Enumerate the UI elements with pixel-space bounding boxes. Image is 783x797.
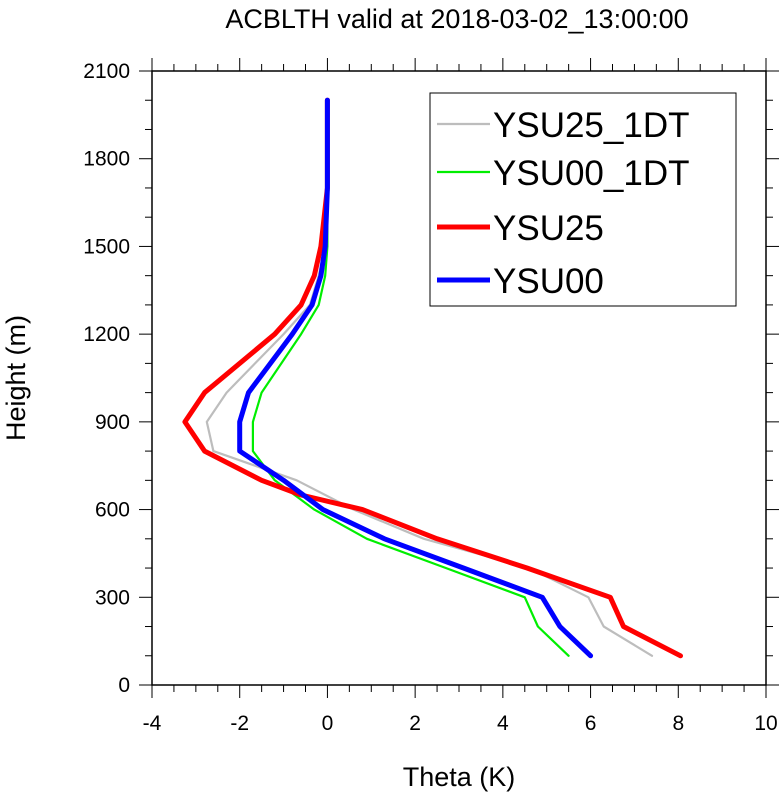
y-tick-label: 1800 — [83, 148, 130, 171]
y-tick-label: 1500 — [83, 235, 130, 258]
x-tick-label: 4 — [497, 712, 509, 735]
x-tick-label: 10 — [754, 712, 777, 735]
x-tick-label: -4 — [143, 712, 162, 735]
y-tick-label: 600 — [95, 499, 130, 522]
series-line-ysu00 — [237, 97, 594, 659]
y-tick-label: 2100 — [83, 60, 130, 83]
ticks-layer — [139, 58, 779, 698]
y-tick-label: 0 — [118, 674, 130, 697]
series-line-ysu25 — [182, 97, 683, 659]
x-axis-label: Theta (K) — [403, 762, 516, 792]
series-layer — [182, 97, 683, 659]
legend-box — [429, 92, 737, 307]
y-tick-label: 900 — [95, 411, 130, 434]
legend-label-ysu00-1dt: YSU00_1DT — [493, 154, 689, 193]
y-axis-label: Height (m) — [1, 315, 31, 441]
legend-label-ysu00: YSU00 — [493, 262, 604, 301]
chart-title: ACBLTH valid at 2018-03-02_13:00:00 — [225, 4, 688, 34]
x-tick-label: -2 — [230, 712, 249, 735]
x-tick-label: 6 — [585, 712, 597, 735]
legend-label-ysu25-1dt: YSU25_1DT — [493, 106, 689, 145]
y-tick-label: 1200 — [83, 323, 130, 346]
legend: YSU25_1DT YSU00_1DT YSU25 YSU00 — [429, 92, 737, 307]
tick-labels-layer: -4 -2 0 2 4 6 8 10 0 300 600 900 1200 1500 1800 2100 — [83, 60, 777, 735]
x-tick-label: 2 — [409, 712, 421, 735]
legend-label-ysu25: YSU25 — [493, 209, 604, 248]
y-tick-label: 300 — [95, 586, 130, 609]
x-tick-label: 8 — [672, 712, 684, 735]
x-tick-label: 0 — [322, 712, 334, 735]
series-line-ysu00-1dt — [251, 99, 570, 657]
